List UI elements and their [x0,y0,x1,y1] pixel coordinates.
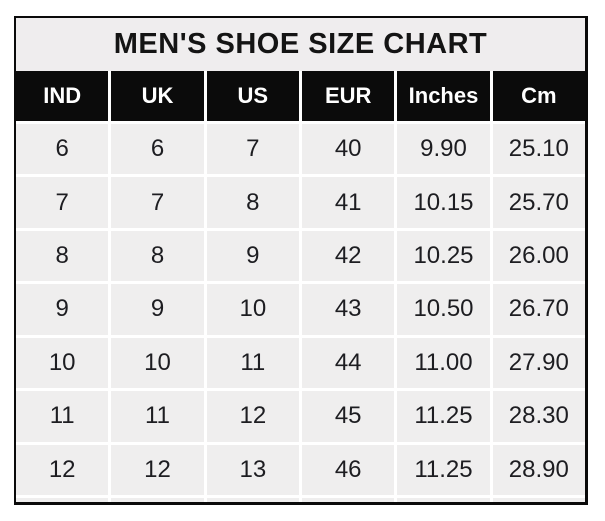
table-cell: 7 [206,124,299,175]
table-cell: 45 [302,391,395,442]
table-cell: 9 [206,230,299,282]
table-cell: 10.50 [397,284,490,335]
column-header-ind: IND [16,71,109,121]
column-header-inches: Inches [397,71,490,121]
table-cell: 43 [302,284,395,335]
size-table-grid: IND UK US EUR Inches Cm 6 6 7 40 9.90 25.10 7 7 8 41 10.… [16,71,585,502]
table-cell: 10.25 [397,230,490,282]
table-cell: 7 [111,177,204,228]
bottom-spacer-cell [111,497,204,502]
table-cell: 27.90 [492,337,585,389]
table-cell: 11 [111,391,204,442]
column-header-eur: EUR [302,71,395,121]
table-cell: 12 [206,391,299,442]
table-cell: 41 [302,177,395,228]
table-cell: 10 [206,284,299,335]
table-cell: 8 [16,230,109,282]
shoe-size-chart: MEN'S SHOE SIZE CHART IND UK US EUR Inches Cm… [14,16,588,505]
column-header-uk: UK [111,71,204,121]
table-cell: 12 [16,444,109,495]
table-cell: 25.70 [492,177,585,228]
table-cell: 28.90 [492,444,585,495]
table-cell: 42 [302,230,395,282]
table-cell: 11.25 [397,391,490,442]
table-cell: 11 [206,337,299,389]
table-cell: 28.30 [492,391,585,442]
table-cell: 26.00 [492,230,585,282]
table-cell: 10.15 [397,177,490,228]
table-cell: 25.10 [492,124,585,175]
table-cell: 8 [111,230,204,282]
chart-title: MEN'S SHOE SIZE CHART [16,18,585,71]
bottom-spacer-cell [206,497,299,502]
bottom-spacer-cell [492,497,585,502]
table-cell: 7 [16,177,109,228]
table-cell: 6 [16,124,109,175]
table-cell: 9 [111,284,204,335]
table-cell: 44 [302,337,395,389]
column-header-us: US [206,71,299,121]
table-cell: 40 [302,124,395,175]
table-cell: 9 [16,284,109,335]
table-cell: 11 [16,391,109,442]
table-cell: 12 [111,444,204,495]
table-cell: 6 [111,124,204,175]
table-cell: 46 [302,444,395,495]
table-cell: 11.00 [397,337,490,389]
table-cell: 10 [16,337,109,389]
bottom-spacer-cell [16,497,109,502]
bottom-spacer-cell [397,497,490,502]
table-cell: 8 [206,177,299,228]
table-cell: 26.70 [492,284,585,335]
bottom-spacer-cell [302,497,395,502]
table-cell: 10 [111,337,204,389]
table-cell: 9.90 [397,124,490,175]
column-header-cm: Cm [492,71,585,121]
table-cell: 13 [206,444,299,495]
table-cell: 11.25 [397,444,490,495]
